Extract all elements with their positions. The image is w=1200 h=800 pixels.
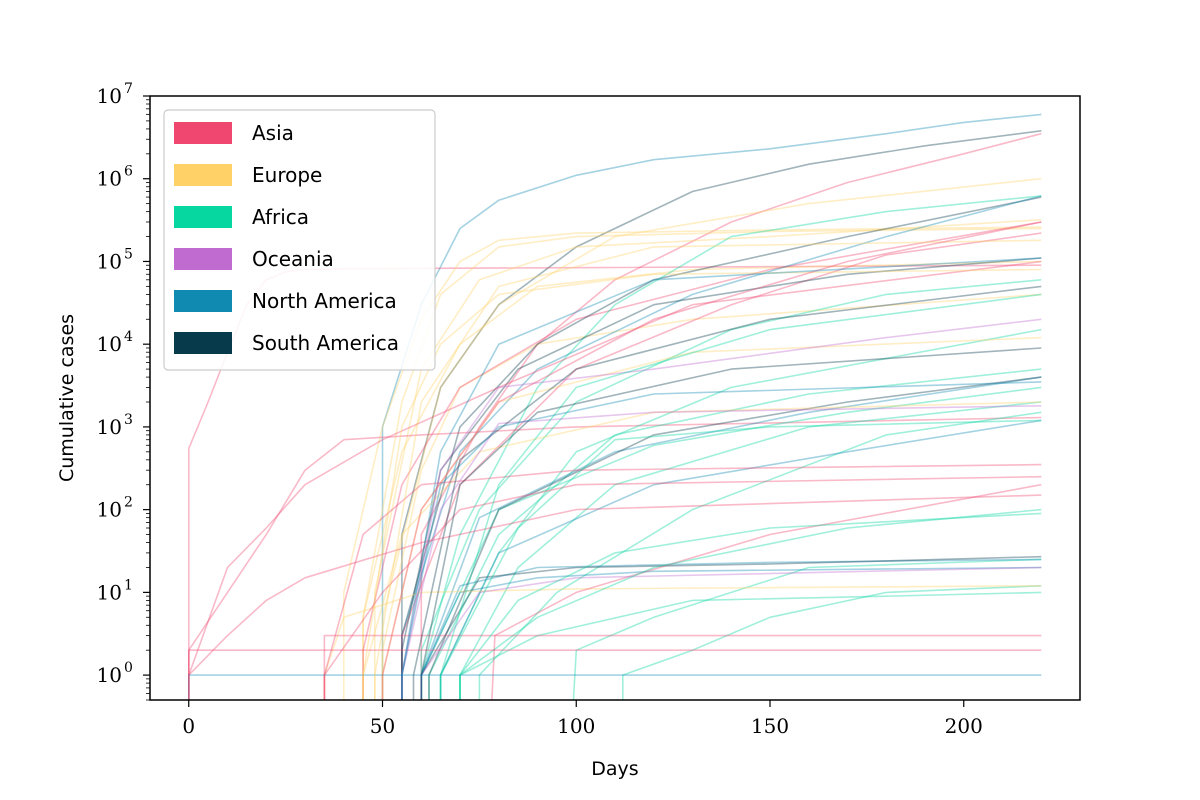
series-line-21: [428, 368, 1042, 700]
y-axis-label: Cumulative cases: [56, 314, 78, 482]
series-line-44: [323, 475, 1042, 700]
legend-swatch-north-america: [174, 290, 232, 312]
series-line-19: [420, 279, 1042, 700]
series-line-13: [401, 195, 1042, 700]
y-tick-label: 10: [97, 415, 122, 439]
series-line-3: [420, 132, 1042, 700]
series-line-11: [362, 221, 1042, 700]
series-line-42: [459, 508, 1042, 700]
series-line-51: [439, 419, 1042, 700]
series-line-37: [188, 494, 1042, 700]
x-tick-label: 150: [751, 714, 789, 738]
y-tick-label: 10: [97, 84, 122, 108]
series-line-22: [459, 401, 1042, 700]
series-line-53: [374, 239, 1042, 700]
x-tick-label: 200: [945, 714, 983, 738]
y-tick-label: 10: [97, 332, 122, 356]
series-line-55: [401, 381, 1042, 700]
series-line-27: [420, 566, 1042, 700]
series-line-23: [478, 411, 1042, 700]
series-line-36: [323, 463, 1042, 700]
y-tick-exponent: 6: [124, 164, 133, 180]
y-tick-exponent: 1: [124, 577, 133, 593]
series-line-5: [343, 226, 1042, 700]
legend-label-oceania: Oceania: [252, 247, 334, 271]
legend-swatch-africa: [174, 206, 232, 228]
series-line-24: [420, 386, 1042, 700]
y-tick-label: 10: [97, 498, 122, 522]
series-line-45: [188, 674, 1042, 700]
y-tick-label: 10: [97, 167, 122, 191]
x-axis: 0 50 100 150 200: [182, 700, 983, 738]
series-line-54: [381, 221, 1042, 700]
series-line-20: [439, 328, 1042, 700]
series-line-34: [362, 401, 1042, 700]
legend-label-africa: Africa: [252, 205, 309, 229]
series-line-48: [412, 285, 1042, 700]
series-line-40: [401, 405, 1042, 700]
series-lines: [188, 113, 1042, 700]
series-line-6: [362, 227, 1042, 700]
series-line-43: [459, 591, 1042, 700]
x-tick-label: 0: [182, 714, 195, 738]
series-line-31: [420, 376, 1042, 700]
series-line-50: [439, 293, 1042, 700]
series-line-33: [323, 585, 1042, 700]
series-line-25: [622, 585, 1042, 700]
series-line-14: [420, 195, 1042, 700]
legend-label-north-america: North America: [252, 289, 397, 313]
legend-swatch-asia: [174, 122, 232, 144]
series-line-57: [401, 257, 1042, 700]
y-tick-exponent: 2: [124, 495, 133, 511]
series-line-8: [381, 177, 1042, 700]
y-tick-label: 10: [97, 580, 122, 604]
x-tick-label: 50: [370, 714, 395, 738]
series-line-56: [459, 512, 1042, 700]
series-line-47: [323, 634, 1042, 700]
series-line-16: [401, 257, 1042, 700]
series-line-39: [401, 318, 1042, 700]
legend-swatch-oceania: [174, 248, 232, 270]
y-tick-exponent: 4: [124, 329, 133, 345]
y-tick-label: 10: [97, 663, 122, 687]
series-line-41: [420, 566, 1042, 700]
y-tick-exponent: 3: [124, 412, 133, 428]
legend-swatch-south-america: [174, 332, 232, 354]
series-line-7: [374, 218, 1042, 700]
series-line-30: [439, 419, 1042, 700]
series-line-12: [401, 196, 1042, 700]
legend-label-south-america: South America: [252, 331, 399, 355]
series-line-26: [572, 558, 1042, 700]
y-tick-exponent: 0: [124, 660, 133, 676]
y-tick-exponent: 7: [124, 81, 133, 97]
x-axis-label: Days: [591, 758, 638, 780]
y-tick-exponent: 5: [124, 246, 133, 262]
series-line-18: [188, 416, 1042, 700]
series-line-2: [401, 130, 1042, 700]
series-line-10: [381, 293, 1042, 700]
x-tick-label: 100: [557, 714, 595, 738]
series-line-52: [362, 268, 1042, 700]
legend-label-europe: Europe: [252, 163, 322, 187]
y-tick-label: 10: [97, 249, 122, 273]
legend-label-asia: Asia: [252, 121, 294, 145]
series-line-35: [381, 336, 1042, 700]
series-line-15: [401, 232, 1042, 700]
legend-swatch-europe: [174, 164, 232, 186]
series-line-29: [420, 555, 1042, 700]
series-line-46: [188, 649, 1042, 700]
series-line-28: [420, 558, 1042, 700]
series-line-9: [362, 260, 1042, 700]
plot-frame: [149, 95, 1081, 701]
series-line-38: [491, 483, 1042, 700]
legend: Asia Europe Africa Oceania North America Sout…: [163, 109, 436, 371]
series-line-32: [428, 376, 1042, 700]
series-line-17: [188, 260, 1042, 700]
series-line-49: [420, 347, 1042, 700]
